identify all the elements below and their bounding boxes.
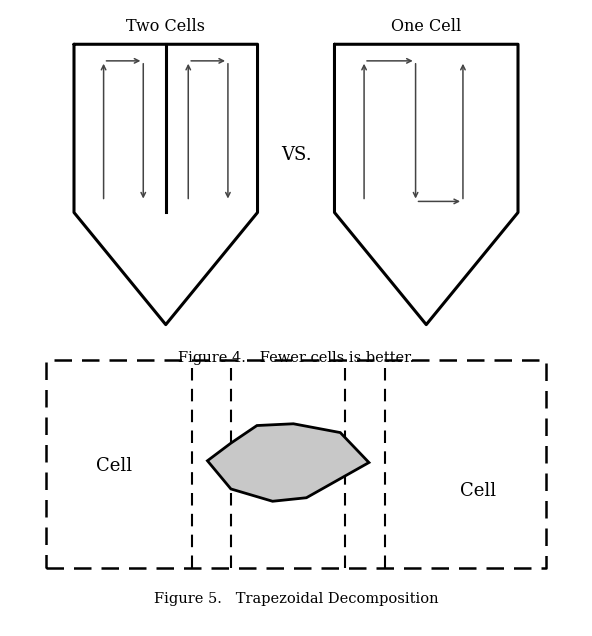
Text: Cell: Cell xyxy=(460,481,497,500)
Text: Figure 4.   Fewer cells is better.: Figure 4. Fewer cells is better. xyxy=(178,351,414,365)
Text: Figure 5.   Trapezoidal Decomposition: Figure 5. Trapezoidal Decomposition xyxy=(154,593,438,607)
Polygon shape xyxy=(207,424,369,501)
Text: Cell: Cell xyxy=(95,457,132,475)
Text: Two Cells: Two Cells xyxy=(126,18,205,35)
Text: One Cell: One Cell xyxy=(391,18,461,35)
Text: VS.: VS. xyxy=(281,146,311,164)
